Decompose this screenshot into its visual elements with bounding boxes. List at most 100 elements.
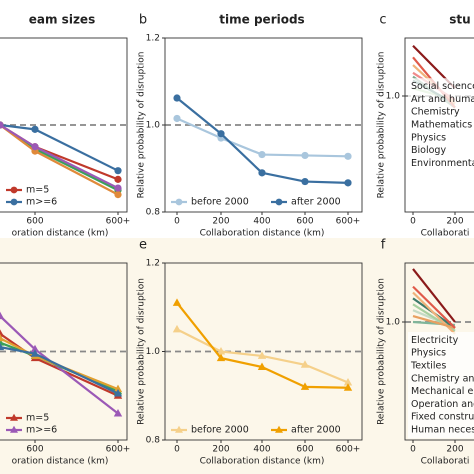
legend-label: Operation and	[411, 399, 474, 410]
x-tick-label: 400	[253, 217, 270, 227]
x-axis-label: Collaboration distance (km)	[200, 457, 325, 467]
panel-title: stu	[449, 13, 470, 27]
y-axis-label: Relative probability of disruption	[377, 278, 387, 425]
panel-label: b	[139, 13, 147, 28]
axes-frame	[0, 37, 128, 213]
y-tick-label: 1.0	[146, 121, 161, 131]
legend-marker	[10, 425, 18, 433]
legend-marker	[175, 425, 183, 433]
legend-label: before 2000	[191, 425, 249, 436]
x-tick-label: 400	[253, 445, 270, 455]
series-line	[412, 315, 456, 329]
axes-frame	[404, 262, 474, 441]
axes-frame	[0, 262, 128, 441]
x-tick-label: 600	[296, 445, 313, 455]
x-tick-label: 600+	[336, 217, 361, 227]
panel-title: time periods	[219, 13, 304, 27]
axes-frame	[404, 37, 474, 213]
bottom-background	[0, 238, 474, 474]
y-tick-label: 0.8	[146, 436, 161, 446]
legend-label: Physics	[411, 348, 446, 359]
data-point	[216, 347, 226, 355]
y-tick-label: 1.0	[386, 92, 401, 102]
x-axis-label: Collaborati	[421, 229, 470, 239]
legend-label: after 2000	[291, 425, 341, 436]
legend-label: Mathematics	[411, 120, 472, 131]
data-point	[173, 114, 181, 123]
data-point	[31, 125, 39, 133]
plot-area	[165, 94, 362, 187]
legend-label: Biology	[411, 145, 446, 156]
data-point	[172, 298, 182, 306]
legend-box	[408, 332, 474, 439]
legend-label: Art and human	[411, 94, 474, 105]
top-background	[0, 0, 474, 238]
legend-label: Textiles	[410, 361, 446, 372]
legend-marker	[10, 413, 18, 421]
y-tick-label: 1.2	[146, 34, 160, 44]
x-tick-label: 0	[410, 445, 416, 455]
legend-label: Physics	[411, 132, 446, 143]
legend-label: before 2000	[191, 197, 249, 208]
plot-area	[0, 311, 127, 417]
panel-title: eam sizes	[29, 13, 95, 27]
data-point	[343, 383, 353, 391]
legend-label: Chemistry	[411, 107, 460, 118]
data-point	[216, 353, 226, 362]
data-point	[301, 151, 309, 160]
plot-area	[405, 268, 474, 335]
legend-label: m>=6	[26, 197, 57, 208]
data-point	[113, 384, 123, 393]
plot-area	[0, 121, 127, 199]
data-point	[0, 333, 5, 342]
data-point	[114, 191, 122, 199]
panel-label: f	[381, 238, 386, 253]
data-point	[31, 143, 39, 151]
data-point	[300, 382, 310, 390]
x-tick-label: 200	[446, 445, 463, 455]
data-point	[344, 179, 352, 187]
x-axis-label: Collaboration distance (km)	[200, 229, 325, 239]
x-tick-label: 600	[296, 217, 313, 227]
data-point	[114, 184, 122, 192]
x-tick-label: 600+	[336, 445, 361, 455]
data-point	[113, 389, 123, 397]
legend-box	[408, 78, 474, 172]
series-line	[412, 268, 456, 323]
data-point	[217, 130, 225, 138]
legend-label: m>=6	[26, 425, 57, 436]
data-point	[114, 167, 122, 175]
legend-label: Human necessi	[411, 425, 474, 436]
data-point	[0, 342, 5, 351]
data-point	[300, 360, 310, 368]
legend-label: Fixed construct	[411, 412, 474, 423]
data-point	[0, 121, 4, 129]
panel-label: e	[139, 238, 147, 253]
legend-marker	[10, 198, 18, 206]
x-tick-label: 0	[174, 445, 180, 455]
data-point	[114, 175, 122, 183]
y-axis-label: Relative probability of disruption	[377, 52, 387, 199]
legend-label: Environmental	[411, 158, 474, 169]
legend-marker	[275, 425, 283, 433]
data-point	[0, 311, 5, 320]
x-tick-label: 600	[26, 217, 43, 227]
x-tick-label: 600+	[106, 445, 131, 455]
x-tick-label: 600+	[106, 217, 131, 227]
data-point	[258, 169, 266, 177]
legend-label: m=5	[26, 185, 49, 196]
data-point	[258, 150, 266, 159]
x-tick-label: 0	[174, 217, 180, 227]
legend-marker	[275, 198, 283, 206]
panel-label: c	[379, 13, 386, 28]
x-tick-label: 200	[212, 445, 229, 455]
legend-label: Mechanical eng	[411, 386, 474, 397]
legend-marker	[175, 198, 183, 206]
data-point	[343, 377, 353, 386]
y-tick-label: 1.0	[146, 347, 161, 357]
data-point	[257, 362, 267, 370]
data-point	[30, 344, 40, 353]
series-line	[412, 285, 456, 329]
legend-marker	[10, 186, 18, 194]
